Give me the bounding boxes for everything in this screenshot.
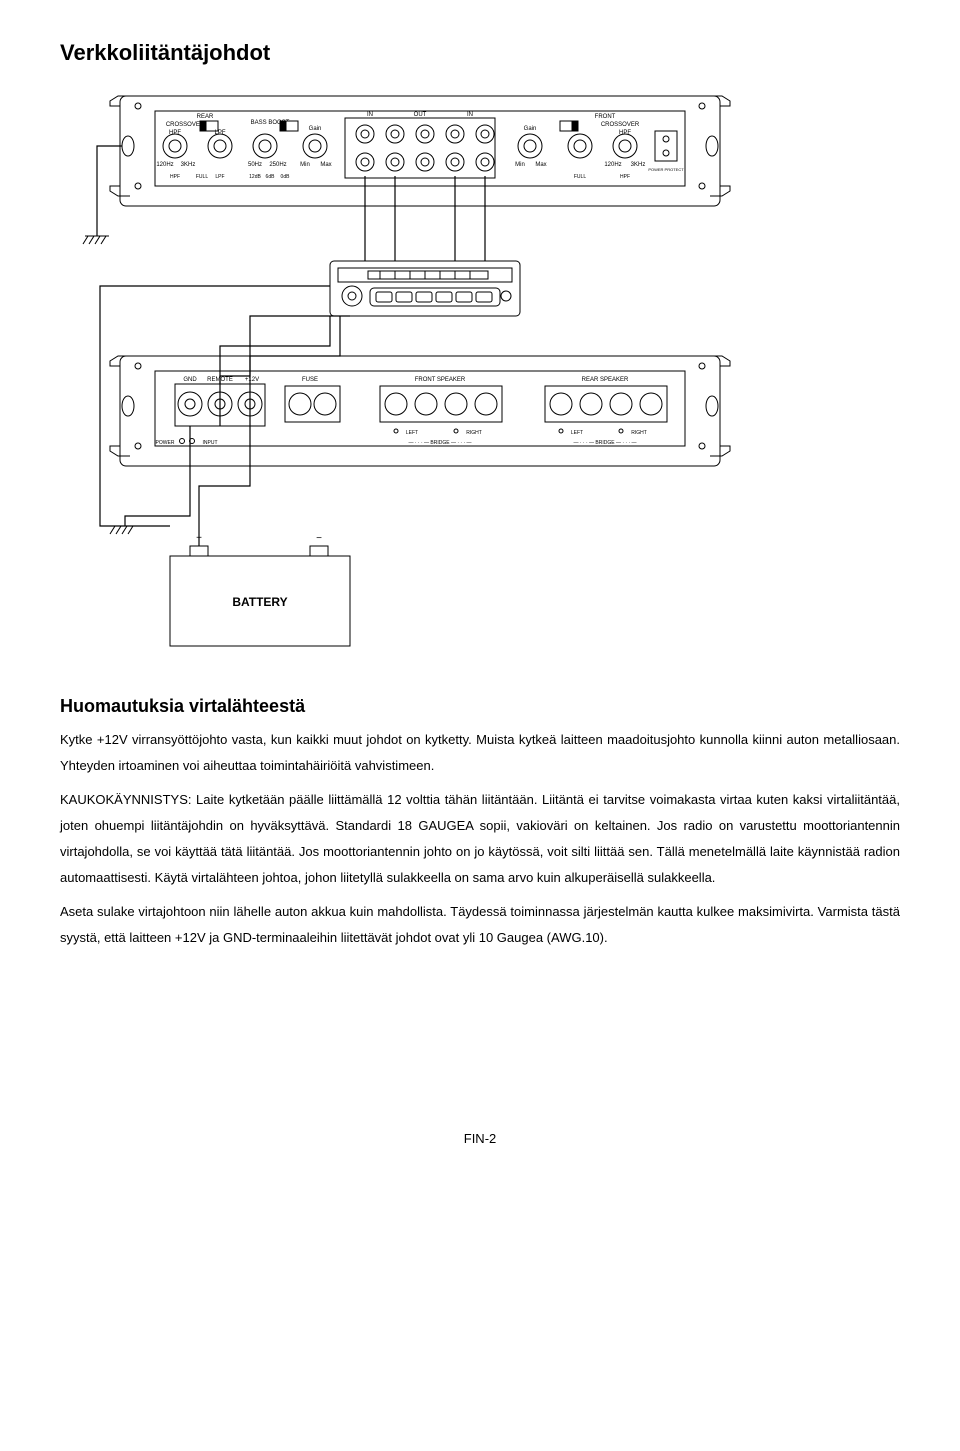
wiring-diagram-container: REAR CROSSOVER HPF 120Hz 3KHz HPF LPF LP… [60,86,900,666]
svg-text:Max: Max [320,162,331,168]
svg-text:— · · · — BRIDGE — · · · —: — · · · — BRIDGE — · · · — [573,440,636,446]
svg-text:POWER PROTECT: POWER PROTECT [648,167,684,172]
body-paragraph-3: Aseta sulake virtajohtoon niin lähelle a… [60,899,900,951]
svg-text:Max: Max [535,162,546,168]
svg-text:250Hz: 250Hz [269,162,286,168]
svg-text:FUSE: FUSE [302,377,318,383]
svg-text:REAR: REAR [197,114,214,120]
section-subtitle: Huomautuksia virtalähteestä [60,696,900,717]
svg-text:CROSSOVER: CROSSOVER [601,122,640,128]
svg-text:0dB: 0dB [281,174,291,180]
wiring-diagram: REAR CROSSOVER HPF 120Hz 3KHz HPF LPF LP… [60,86,760,666]
bottom-amp-panel: GND REMOTE +12V POWER INPUT FUSE FRONT S… [110,356,730,466]
svg-text:IN: IN [367,112,373,118]
page-title: Verkkoliitäntäjohdot [60,40,900,66]
svg-text:LPF: LPF [214,130,225,136]
svg-text:−: − [316,533,322,544]
svg-text:HPF: HPF [619,130,631,136]
svg-text:HPF: HPF [170,174,180,180]
svg-text:LEFT: LEFT [571,430,583,436]
svg-text:CROSSOVER: CROSSOVER [166,122,205,128]
svg-text:REAR SPEAKER: REAR SPEAKER [582,377,629,383]
svg-text:POWER: POWER [156,440,175,446]
svg-text:HPF: HPF [169,130,181,136]
top-amp-panel: REAR CROSSOVER HPF 120Hz 3KHz HPF LPF LP… [110,96,730,206]
svg-text:Gain: Gain [524,126,537,132]
svg-text:LEFT: LEFT [406,430,418,436]
svg-text:FULL: FULL [574,174,586,180]
svg-text:3KHz: 3KHz [631,162,646,168]
svg-text:120Hz: 120Hz [156,162,173,168]
svg-text:50Hz: 50Hz [248,162,262,168]
svg-text:FRONT SPEAKER: FRONT SPEAKER [415,377,466,383]
svg-text:3KHz: 3KHz [181,162,196,168]
svg-text:OUT: OUT [414,112,427,118]
svg-text:IN: IN [467,112,473,118]
svg-text:120Hz: 120Hz [604,162,621,168]
head-unit [330,261,520,316]
svg-text:HPF: HPF [620,174,630,180]
svg-text:— · · · — BRIDGE — · · · —: — · · · — BRIDGE — · · · — [408,440,471,446]
svg-text:BATTERY: BATTERY [232,595,287,609]
svg-text:INPUT: INPUT [203,440,218,446]
svg-text:RIGHT: RIGHT [466,430,482,436]
svg-text:Min: Min [515,162,525,168]
ground-symbol-bottom [110,526,138,534]
page-footer: FIN-2 [60,1131,900,1146]
svg-text:FRONT: FRONT [595,114,616,120]
svg-text:GND: GND [183,377,197,383]
body-paragraph-1: Kytke +12V virransyöttöjohto vasta, kun … [60,727,900,779]
svg-text:Min: Min [300,162,310,168]
svg-text:12dB: 12dB [249,174,261,180]
battery: + − BATTERY [170,533,350,646]
svg-text:Gain: Gain [309,126,322,132]
body-paragraph-2: KAUKOKÄYNNISTYS: Laite kytketään päälle … [60,787,900,891]
svg-text:+12V: +12V [245,377,259,383]
svg-text:RIGHT: RIGHT [631,430,647,436]
svg-text:LPF: LPF [215,174,224,180]
svg-text:6dB: 6dB [266,174,276,180]
svg-text:FULL: FULL [196,174,208,180]
ground-symbol-top [83,236,109,244]
